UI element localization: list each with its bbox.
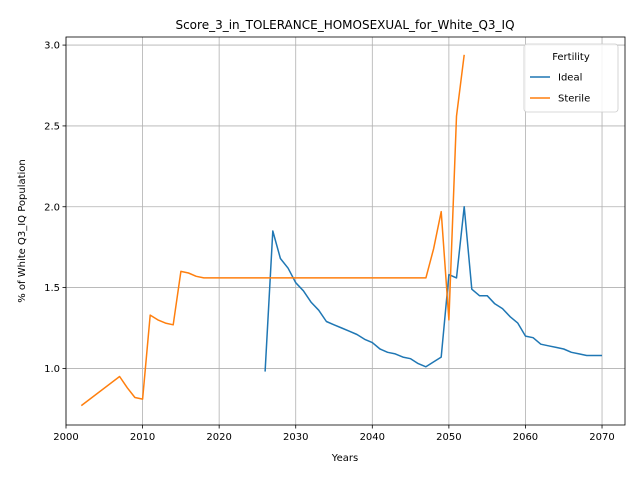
y-tick-label: 1.5 bbox=[44, 283, 60, 294]
x-axis-label: Years bbox=[331, 453, 358, 464]
x-tick-label: 2050 bbox=[436, 432, 461, 443]
legend: Fertility Ideal Sterile bbox=[523, 43, 619, 113]
x-tick-label: 2070 bbox=[589, 432, 614, 443]
x-tick-label: 2040 bbox=[360, 432, 385, 443]
legend-label-sterile: Sterile bbox=[558, 94, 590, 105]
x-axis-ticks: 2000 2010 2020 2030 2040 2050 2060 2070 bbox=[53, 425, 615, 443]
y-tick-label: 3.0 bbox=[44, 41, 60, 52]
series-lines bbox=[80, 54, 602, 407]
x-tick-label: 2000 bbox=[53, 432, 78, 443]
y-axis-label: % of White Q3_IQ Population bbox=[17, 159, 28, 303]
series-line-sterile bbox=[80, 54, 465, 407]
y-tick-label: 2.5 bbox=[44, 121, 60, 132]
x-tick-label: 2030 bbox=[283, 432, 308, 443]
series-line-ideal bbox=[264, 205, 602, 372]
chart-title: Score_3_in_TOLERANCE_HOMOSEXUAL_for_Whit… bbox=[175, 18, 514, 32]
x-tick-label: 2010 bbox=[130, 432, 155, 443]
plot-area-frame bbox=[65, 36, 626, 426]
x-tick-label: 2060 bbox=[513, 432, 538, 443]
y-tick-label: 2.0 bbox=[44, 202, 60, 213]
y-tick-label: 1.0 bbox=[44, 364, 60, 375]
x-tick-label: 2020 bbox=[206, 432, 231, 443]
legend-label-ideal: Ideal bbox=[558, 73, 582, 84]
legend-items: Ideal Sterile bbox=[530, 73, 590, 105]
y-axis-ticks: 1.0 1.5 2.0 2.5 3.0 bbox=[44, 41, 66, 375]
legend-title: Fertility bbox=[552, 52, 590, 63]
legend-box bbox=[523, 43, 619, 113]
